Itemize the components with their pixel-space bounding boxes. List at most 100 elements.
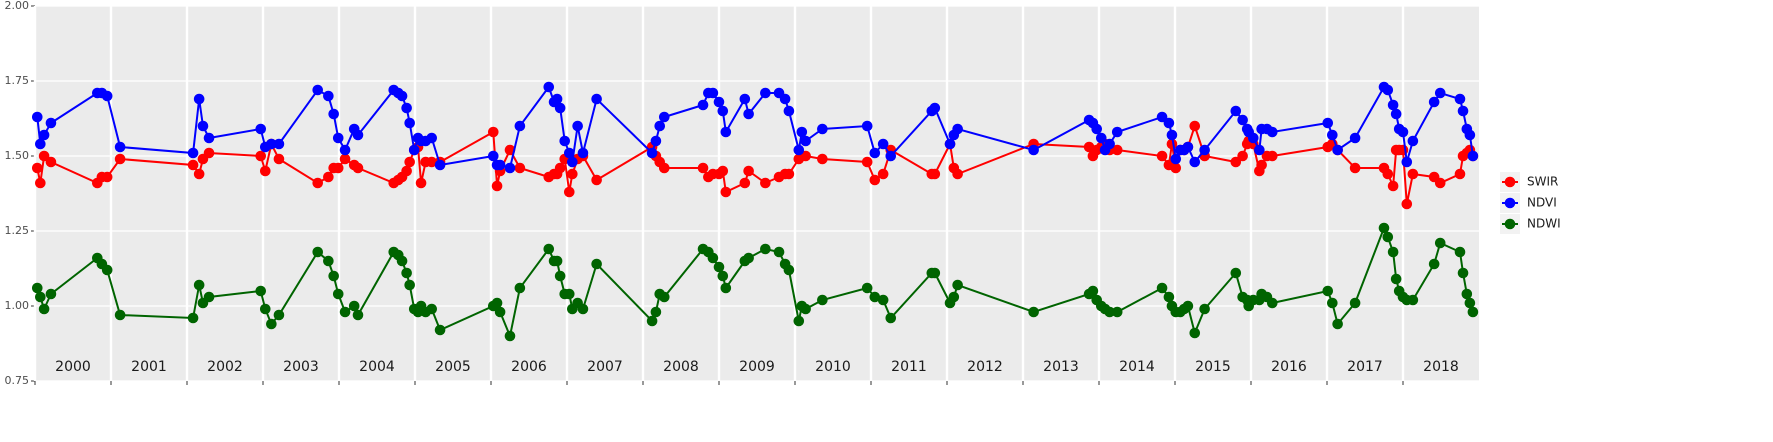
point xyxy=(1434,87,1446,99)
point xyxy=(720,186,732,198)
x-tick-label: 2018 xyxy=(1423,359,1459,375)
point xyxy=(577,303,589,315)
point xyxy=(255,150,267,162)
point xyxy=(796,126,808,138)
point xyxy=(1397,126,1409,138)
point xyxy=(779,93,791,105)
point xyxy=(1199,303,1210,315)
point xyxy=(1156,282,1168,294)
point xyxy=(800,150,811,162)
point xyxy=(514,162,526,174)
point xyxy=(739,177,751,189)
point xyxy=(323,255,334,267)
point xyxy=(929,168,941,180)
legend-label: NDWI xyxy=(1527,217,1561,231)
point xyxy=(426,303,438,315)
point xyxy=(646,315,658,327)
point xyxy=(559,135,571,147)
point xyxy=(567,156,578,168)
point xyxy=(396,255,408,267)
point xyxy=(1467,306,1479,318)
point xyxy=(743,108,754,120)
point xyxy=(1349,132,1361,144)
point xyxy=(348,300,360,312)
point xyxy=(563,186,575,198)
point xyxy=(760,243,771,255)
point xyxy=(101,171,113,183)
point xyxy=(739,93,751,105)
point xyxy=(817,153,828,165)
point xyxy=(1390,273,1402,285)
point xyxy=(1266,297,1278,309)
point xyxy=(203,147,215,159)
point xyxy=(487,126,499,138)
point xyxy=(877,294,889,306)
point xyxy=(1156,111,1168,123)
point xyxy=(869,174,881,186)
point xyxy=(1378,222,1390,234)
point xyxy=(187,312,199,324)
point xyxy=(658,111,670,123)
x-tick-label: 2012 xyxy=(967,359,1003,375)
y-tick-label: 1.75 xyxy=(5,74,30,87)
point xyxy=(273,138,285,150)
point xyxy=(760,177,771,189)
point xyxy=(197,120,209,132)
point xyxy=(554,102,566,114)
point xyxy=(1104,306,1115,318)
point xyxy=(877,138,889,150)
point xyxy=(193,168,205,180)
point xyxy=(543,81,555,93)
point xyxy=(352,129,364,141)
point xyxy=(577,147,589,159)
point xyxy=(1104,138,1115,150)
point xyxy=(783,264,795,276)
point xyxy=(861,156,873,168)
point xyxy=(743,165,754,177)
x-tick-label: 2004 xyxy=(359,359,395,375)
point xyxy=(800,135,811,147)
x-tick-label: 2013 xyxy=(1043,359,1079,375)
point xyxy=(408,144,420,156)
point xyxy=(885,312,897,324)
point xyxy=(1028,306,1039,318)
point xyxy=(1457,267,1469,279)
point xyxy=(401,165,412,177)
y-tick-label: 1.50 xyxy=(5,149,30,162)
point xyxy=(646,147,658,159)
point xyxy=(38,150,50,162)
point xyxy=(817,294,828,306)
point xyxy=(743,252,754,264)
point xyxy=(494,159,506,171)
point xyxy=(1028,144,1039,156)
legend-label: SWIR xyxy=(1527,175,1558,189)
point xyxy=(817,123,828,135)
point xyxy=(591,258,602,270)
point xyxy=(1382,168,1394,180)
point xyxy=(187,147,199,159)
x-tick-label: 2002 xyxy=(207,359,243,375)
point xyxy=(1457,105,1469,117)
point xyxy=(929,267,941,279)
y-tick-label: 1.00 xyxy=(5,299,30,312)
x-tick-label: 2008 xyxy=(663,359,699,375)
point xyxy=(1387,180,1399,192)
point xyxy=(861,120,873,132)
point xyxy=(1454,168,1466,180)
point xyxy=(266,318,277,330)
point xyxy=(1230,105,1242,117)
point xyxy=(793,315,805,327)
x-tick-label: 2007 xyxy=(587,359,623,375)
point xyxy=(1387,246,1399,258)
panel xyxy=(35,6,1479,381)
point xyxy=(339,153,351,165)
point xyxy=(1327,129,1338,141)
y-tick-label: 2.00 xyxy=(5,0,30,12)
point xyxy=(1382,231,1394,243)
point xyxy=(101,90,113,102)
point xyxy=(401,102,412,114)
point xyxy=(273,309,285,321)
point xyxy=(948,291,960,303)
